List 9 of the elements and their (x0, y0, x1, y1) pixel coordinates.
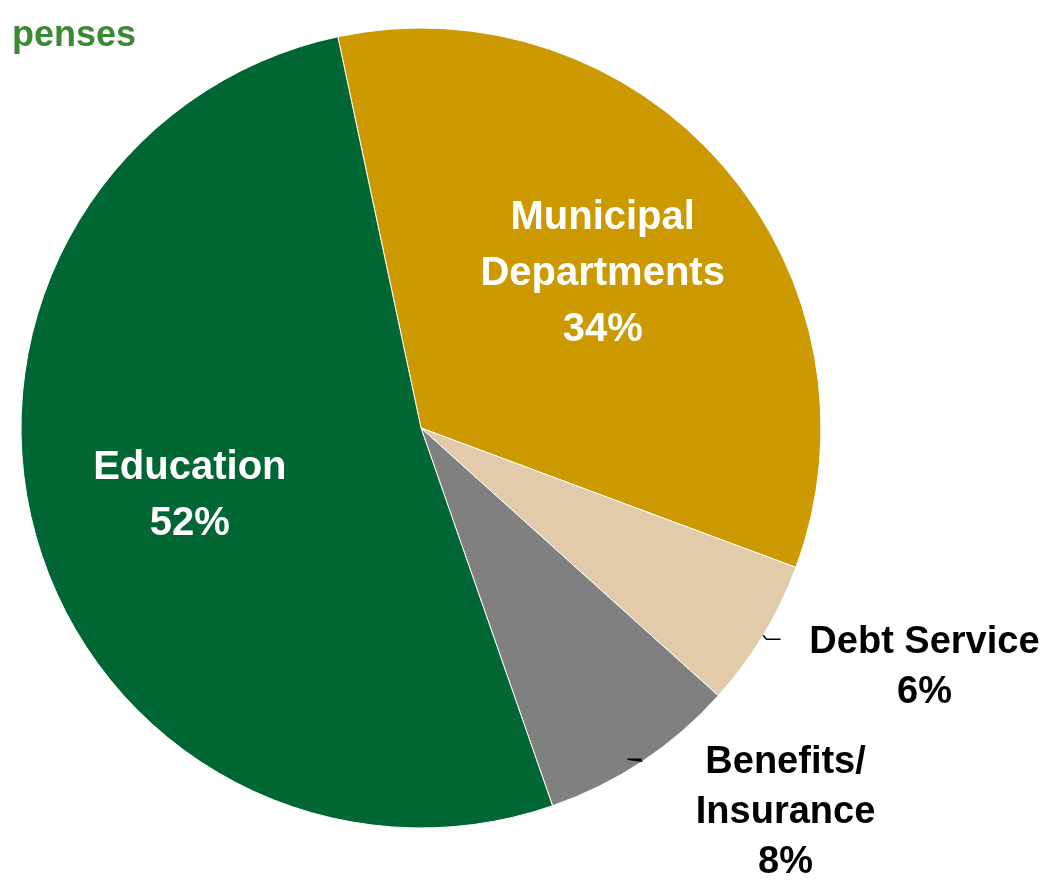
chart-title: penses (12, 13, 137, 54)
slice-label: Education (93, 442, 287, 487)
data-label: 52% (149, 498, 230, 543)
data-label: 8% (758, 839, 814, 882)
slice-label: Debt Service (809, 619, 1040, 662)
data-label: 6% (897, 669, 952, 712)
slice-label: Benefits/ Insurance (695, 739, 876, 832)
slice-label: Municipal Departments (480, 193, 725, 294)
data-label: 34% (562, 305, 643, 350)
